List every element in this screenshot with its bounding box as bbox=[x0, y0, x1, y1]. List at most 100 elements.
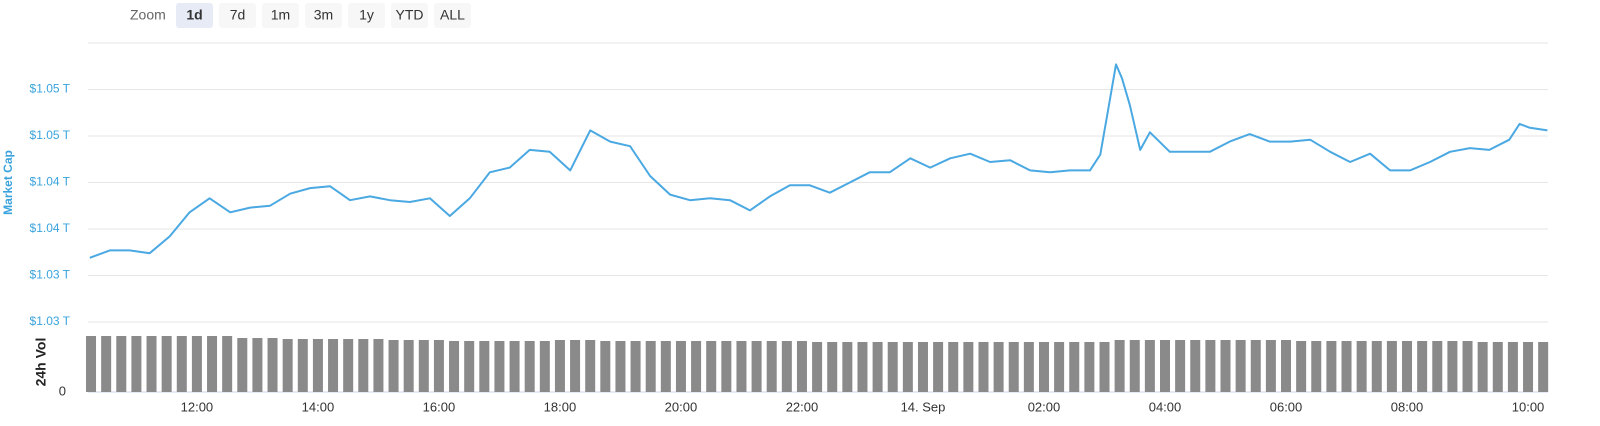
volume-bar bbox=[1492, 342, 1503, 392]
volume-bar bbox=[237, 338, 248, 392]
x-tick-label: 22:00 bbox=[786, 399, 819, 414]
volume-bar bbox=[358, 339, 369, 392]
range-button[interactable]: 1y bbox=[348, 3, 385, 28]
volume-bar bbox=[403, 340, 414, 392]
volume-bar bbox=[1432, 341, 1443, 392]
volume-bar bbox=[1099, 342, 1110, 392]
volume-bar bbox=[902, 342, 913, 392]
volume-bar bbox=[570, 340, 581, 392]
volume-bar bbox=[1220, 340, 1231, 392]
volume-bar bbox=[736, 341, 747, 392]
volume-bar bbox=[1523, 342, 1534, 392]
volume-bar bbox=[297, 339, 308, 392]
volume-bar bbox=[1386, 341, 1397, 392]
volume-bar bbox=[1265, 340, 1276, 392]
x-tick-label: 20:00 bbox=[665, 399, 698, 414]
volume-bar bbox=[887, 342, 898, 392]
x-tick-label: 02:00 bbox=[1028, 399, 1061, 414]
volume-bar bbox=[1144, 340, 1155, 392]
volume-bar bbox=[600, 341, 611, 392]
volume-bar bbox=[842, 342, 853, 392]
volume-bar bbox=[373, 339, 384, 392]
volume-bar bbox=[479, 341, 490, 392]
volume-bar bbox=[1326, 341, 1337, 392]
volume-bar bbox=[1538, 342, 1549, 392]
volume-bar bbox=[86, 336, 97, 392]
volume-bar bbox=[1069, 342, 1080, 392]
volume-bar bbox=[781, 341, 792, 392]
volume-bar bbox=[1023, 342, 1034, 392]
x-tick-label: 18:00 bbox=[544, 399, 577, 414]
y-tick-label: $1.03 T bbox=[30, 268, 71, 282]
range-button[interactable]: 1d bbox=[176, 3, 213, 28]
volume-bar bbox=[539, 341, 550, 392]
volume-bar bbox=[827, 342, 838, 392]
button-bg bbox=[262, 3, 299, 28]
volume-bar bbox=[751, 341, 762, 392]
volume-bar bbox=[494, 341, 505, 392]
volume-bar bbox=[1159, 340, 1170, 392]
volume-bar bbox=[524, 341, 535, 392]
button-label: 7d bbox=[230, 7, 246, 23]
range-button[interactable]: 7d bbox=[219, 3, 256, 28]
y-tick-label: $1.05 T bbox=[30, 128, 71, 142]
button-label: ALL bbox=[440, 7, 465, 23]
x-tick-label: 04:00 bbox=[1149, 399, 1182, 414]
range-buttons: 1d 7d 1m 3m 1y YTD ALL bbox=[176, 3, 471, 28]
x-tick-label: 12:00 bbox=[181, 399, 214, 414]
volume-bar bbox=[1477, 342, 1488, 392]
volume-bar bbox=[1356, 341, 1367, 392]
volume-bar bbox=[1205, 340, 1216, 392]
volume-bar bbox=[978, 342, 989, 392]
button-bg bbox=[348, 3, 385, 28]
volume-bar bbox=[993, 342, 1004, 392]
volume-bar bbox=[1084, 342, 1095, 392]
volume-bar bbox=[917, 342, 928, 392]
button-bg bbox=[219, 3, 256, 28]
range-button[interactable]: 1m bbox=[262, 3, 299, 28]
volume-bar bbox=[1402, 341, 1413, 392]
volume-bar bbox=[1129, 340, 1140, 392]
button-label: 1m bbox=[271, 7, 290, 23]
volume-bar bbox=[328, 339, 339, 392]
volume-bar bbox=[1462, 341, 1473, 392]
volume-bar bbox=[933, 342, 944, 392]
volume-bar bbox=[1371, 341, 1382, 392]
x-tick-label: 14:00 bbox=[302, 399, 335, 414]
volume-bar bbox=[1296, 341, 1307, 392]
volume-bar bbox=[116, 336, 127, 392]
volume-bar bbox=[812, 342, 823, 392]
volume-bar bbox=[1114, 340, 1125, 392]
volume-bar bbox=[433, 340, 444, 392]
button-bg bbox=[391, 3, 428, 28]
volume-bar bbox=[645, 341, 656, 392]
volume-bar bbox=[585, 340, 596, 392]
y-tick-label: $1.03 T bbox=[30, 314, 71, 328]
volume-bar bbox=[675, 341, 686, 392]
volume-bar bbox=[1190, 340, 1201, 392]
volume-bar bbox=[615, 341, 626, 392]
volume-bar bbox=[660, 341, 671, 392]
volume-bar bbox=[191, 336, 202, 392]
volume-bar bbox=[963, 342, 974, 392]
volume-bar bbox=[388, 340, 399, 392]
range-button[interactable]: 3m bbox=[305, 3, 342, 28]
button-label: 1y bbox=[359, 7, 374, 23]
volume-bar bbox=[146, 336, 157, 392]
volume-bar bbox=[449, 341, 460, 392]
volume-bar bbox=[343, 339, 354, 392]
button-bg bbox=[176, 3, 213, 28]
volume-bar bbox=[872, 342, 883, 392]
volume-bar bbox=[766, 341, 777, 392]
volume-bar bbox=[312, 339, 323, 392]
range-button[interactable]: YTD bbox=[391, 3, 428, 28]
x-tick-label: 16:00 bbox=[423, 399, 456, 414]
x-tick-label: 14. Sep bbox=[901, 399, 946, 414]
volume-bar bbox=[1281, 340, 1292, 392]
volume-bar bbox=[706, 341, 717, 392]
range-button[interactable]: ALL bbox=[434, 3, 471, 28]
volume-bar bbox=[1175, 340, 1186, 392]
volume-bar bbox=[1341, 341, 1352, 392]
volume-bar bbox=[101, 336, 112, 392]
volume-bar bbox=[948, 342, 959, 392]
